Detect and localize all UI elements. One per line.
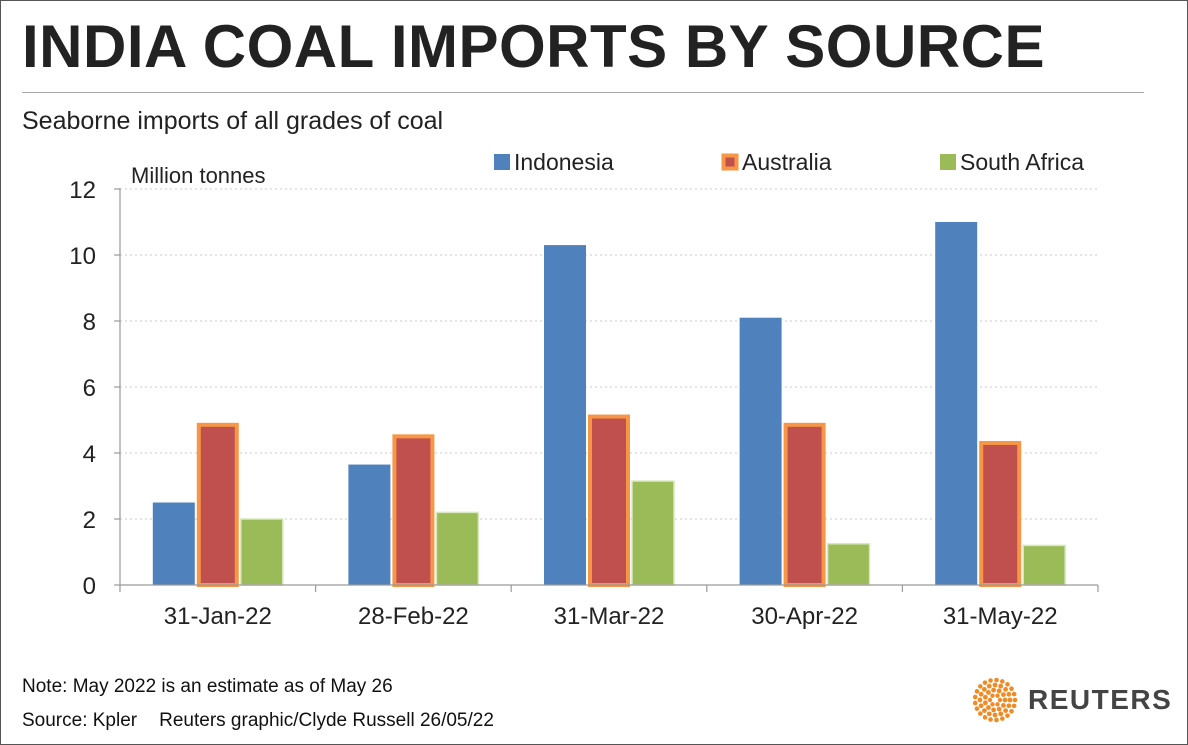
reuters-logo-icon	[972, 677, 1018, 723]
legend-swatch-australia	[721, 153, 739, 171]
logo-dot	[988, 717, 993, 722]
bar-south-africa	[435, 511, 480, 586]
bar-indonesia	[152, 502, 195, 585]
logo-dot	[994, 717, 999, 723]
logo-dot	[1006, 703, 1012, 709]
logo-dot	[1012, 697, 1018, 703]
bar-australia	[392, 434, 435, 587]
logo-dot	[1011, 691, 1017, 697]
logo-dot	[1011, 703, 1017, 709]
logo-dot	[1005, 682, 1010, 687]
credit-text: Reuters graphic/Clyde Russell 26/05/22	[159, 710, 494, 731]
bar-south-africa	[240, 518, 284, 586]
logo-dot	[991, 707, 996, 713]
y-tick-label: 4	[83, 441, 96, 468]
logo-dot	[996, 706, 1002, 712]
chart-note: Note: May 2022 is an estimate as of May …	[22, 676, 393, 697]
logo-dot	[987, 697, 993, 703]
y-tick-label: 10	[69, 243, 96, 270]
logo-dot	[990, 693, 995, 698]
logo-dot	[992, 682, 998, 688]
logo-dot	[981, 686, 987, 692]
x-tick-label: 31-Jan-22	[164, 603, 272, 630]
logo-dot	[1001, 692, 1006, 697]
bar-south-africa	[631, 480, 675, 586]
y-tick-label: 12	[69, 177, 96, 204]
logo-dot	[983, 700, 988, 706]
bar-indonesia	[544, 245, 586, 585]
logo-dot	[1000, 716, 1005, 721]
legend-label: Indonesia	[514, 149, 614, 175]
logo-dot	[996, 688, 1002, 694]
logo-dot	[995, 693, 1000, 698]
logo-dot	[998, 711, 1004, 717]
logo-dot	[991, 687, 996, 693]
bar-australia	[196, 422, 239, 587]
bar-indonesia	[935, 222, 978, 585]
logo-dot	[986, 705, 991, 710]
logo-dot	[986, 711, 992, 717]
bar-australia	[588, 414, 630, 587]
logo-dot	[972, 694, 978, 700]
logo-dot	[1000, 679, 1005, 684]
logo-dot	[978, 684, 983, 689]
y-tick-label: 6	[83, 375, 96, 402]
logo-dot	[983, 694, 988, 700]
logo-dot	[982, 680, 988, 685]
logo-dot	[1009, 686, 1014, 692]
logo-dot	[978, 703, 984, 709]
logo-dot	[992, 712, 998, 718]
y-tick-label: 0	[83, 573, 96, 600]
chart-subtitle: Seaborne imports of all grades of coal	[22, 107, 444, 135]
logo-dot	[974, 689, 980, 694]
logo-dot	[972, 700, 978, 706]
logo-dot	[982, 715, 988, 720]
x-tick-label: 31-May-22	[943, 603, 1058, 630]
x-tick-label: 31-Mar-22	[554, 603, 665, 630]
bar-indonesia	[739, 317, 782, 585]
logo-dot	[994, 677, 999, 683]
logo-dot	[1002, 697, 1008, 703]
logo-dot	[986, 690, 991, 695]
logo-dot	[1006, 691, 1012, 697]
y-axis-label: Million tonnes	[131, 163, 266, 188]
logo-dot	[1007, 697, 1013, 703]
title-divider	[22, 92, 1144, 93]
logo-dot	[995, 702, 1000, 707]
logo-dot	[1003, 686, 1009, 692]
bar-south-africa	[826, 543, 871, 586]
legend-label: South Africa	[960, 149, 1084, 175]
legend-swatch-south-africa	[940, 154, 956, 170]
logo-dot	[1001, 703, 1006, 708]
logo-dot	[1003, 708, 1009, 714]
logo-dot	[981, 708, 987, 714]
logo-dot	[977, 697, 983, 703]
bar-indonesia	[348, 464, 391, 585]
logo-dot	[997, 697, 1003, 703]
logo-dot	[1005, 713, 1010, 718]
logo-dot	[990, 702, 995, 707]
logo-dot	[978, 711, 983, 716]
x-tick-label: 30-Apr-22	[751, 603, 858, 630]
legend-swatch-indonesia	[494, 154, 510, 170]
logo-dot	[986, 683, 992, 689]
bar-south-africa	[1022, 544, 1066, 586]
bar-australia	[979, 440, 1022, 588]
chart-source: Source: Kpler Reuters graphic/Clyde Russe…	[22, 710, 494, 732]
bar-australia	[783, 422, 826, 587]
logo-dot	[978, 691, 984, 697]
source-text: Source: Kpler	[22, 710, 138, 731]
logo-dot	[998, 683, 1004, 689]
reuters-logo-text: REUTERS	[1028, 684, 1173, 715]
logo-dot	[1009, 708, 1014, 714]
y-tick-label: 8	[83, 309, 96, 336]
y-tick-label: 2	[83, 507, 96, 534]
logo-dot	[988, 678, 993, 683]
x-tick-label: 28-Feb-22	[358, 603, 469, 630]
legend-label: Australia	[742, 149, 832, 175]
chart-title: INDIA COAL IMPORTS BY SOURCE	[22, 13, 1045, 80]
reuters-logo: REUTERS	[972, 677, 1173, 723]
logo-dot	[974, 706, 980, 711]
